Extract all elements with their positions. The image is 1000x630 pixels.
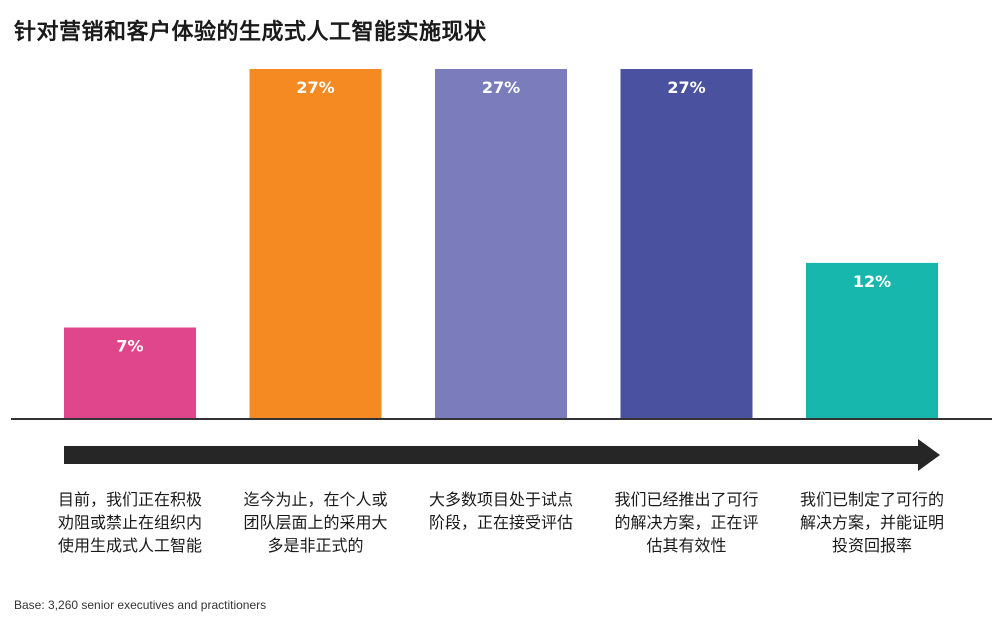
arrow-head — [918, 439, 940, 471]
category-label-1: 目前，我们正在积极劝阻或禁止在组织内使用生成式人工智能 — [57, 490, 202, 555]
bar-3 — [435, 69, 567, 418]
chart-title: 针对营销和客户体验的生成式人工智能实施现状 — [14, 20, 487, 45]
bar-5 — [806, 262, 938, 418]
category-label-2: 迄今为止，在个人或团队层面上的采用大多是非正式的 — [243, 490, 388, 555]
data-label-3: 27% — [482, 78, 520, 97]
data-label-5: 12% — [853, 272, 891, 291]
footnote: Base: 3,260 senior executives and practi… — [14, 598, 267, 612]
bar-1 — [64, 327, 196, 418]
category-label-4: 我们已经推出了可行的解决方案，正在评估其有效性 — [614, 490, 759, 555]
data-label-4: 27% — [667, 78, 705, 97]
arrow-shaft — [64, 446, 920, 464]
bar-2 — [249, 69, 382, 418]
data-label-1: 7% — [116, 337, 143, 356]
category-label-5: 我们已制定了可行的解决方案，并能证明投资回报率 — [799, 490, 944, 555]
category-label-3: 大多数项目处于试点阶段，正在接受评估 — [428, 490, 573, 532]
bar-4 — [620, 69, 753, 418]
progression-arrow — [64, 439, 940, 471]
data-label-2: 27% — [296, 78, 334, 97]
bars-group: 7% 27% 27% 27% 12% — [64, 69, 938, 418]
